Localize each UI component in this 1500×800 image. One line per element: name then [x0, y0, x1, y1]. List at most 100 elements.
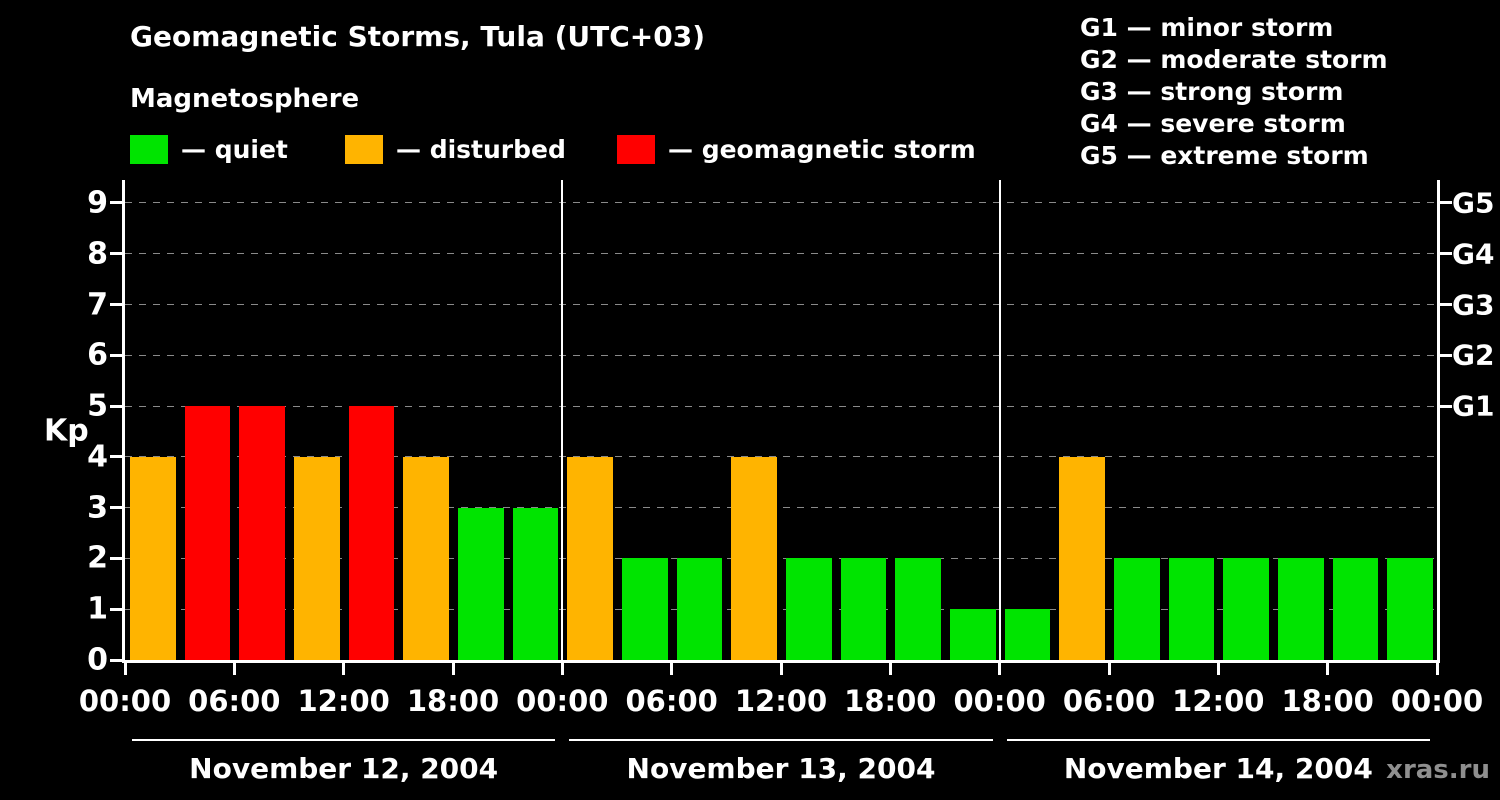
y-tick-label: 8 [87, 236, 108, 272]
kp-bar [239, 406, 285, 660]
gridline-kp2 [125, 557, 1437, 559]
gridline-kp7 [125, 304, 1437, 306]
y-tick-label: 6 [87, 337, 108, 373]
right-axis-line [1437, 180, 1440, 663]
right-axis-label-g5: G5 [1452, 186, 1495, 220]
right-axis-label-g4: G4 [1452, 237, 1495, 271]
y-axis-line [122, 180, 125, 663]
y-tick-label: 3 [87, 490, 108, 526]
gridline-kp3 [125, 507, 1437, 509]
x-tick [888, 663, 892, 675]
kp-bar [1114, 558, 1160, 660]
date-bracket-line [569, 739, 993, 741]
kp-bar [130, 456, 176, 660]
kp-bar [895, 558, 941, 660]
y-tick [110, 252, 122, 256]
x-tick [1216, 663, 1220, 675]
x-tick-label: 06:00 [1062, 684, 1156, 718]
kp-bar [731, 456, 777, 660]
x-tick-label: 18:00 [1281, 684, 1374, 718]
g-tick [1440, 201, 1452, 205]
x-tick [342, 663, 346, 675]
kp-bar [1059, 456, 1105, 660]
kp-bar [950, 609, 996, 660]
g-tick [1440, 252, 1452, 256]
x-tick-label: 06:00 [625, 684, 718, 718]
kp-bar [1223, 558, 1269, 660]
kp-bar [676, 558, 723, 660]
x-tick [670, 663, 674, 675]
gridline-kp6 [125, 354, 1437, 356]
g-tick [1440, 303, 1452, 307]
kp-bar [622, 558, 668, 660]
x-tick [1107, 663, 1111, 675]
x-tick [232, 663, 236, 675]
legend-item-quiet: — quiet [130, 132, 288, 166]
g-scale-item-4: G4 — severe storm [1080, 109, 1346, 138]
date-label: November 14, 2004 [1063, 752, 1373, 785]
y-tick-label: 2 [87, 540, 108, 576]
right-axis-label-g2: G2 [1452, 338, 1495, 372]
kp-bar [1387, 558, 1433, 660]
right-axis-label-g1: G1 [1452, 389, 1495, 423]
x-tick-label: 12:00 [734, 684, 828, 718]
legend-swatch-quiet [130, 134, 168, 164]
g-tick [1440, 353, 1452, 357]
kp-bar [403, 456, 449, 660]
x-tick-label: 00:00 [78, 684, 172, 718]
gridline-kp4 [125, 456, 1437, 458]
x-tick-label: 18:00 [844, 684, 937, 718]
kp-bar [348, 406, 395, 660]
y-tick-label: 7 [87, 287, 108, 323]
x-tick-label: 12:00 [297, 684, 390, 718]
y-tick-label: 9 [87, 185, 108, 221]
y-tick [110, 658, 122, 662]
y-tick [110, 506, 122, 510]
x-tick-label: 00:00 [953, 684, 1046, 718]
kp-bar [1168, 558, 1215, 660]
x-tick-label: 00:00 [1390, 684, 1484, 718]
y-tick [110, 303, 122, 307]
y-tick-label: 5 [87, 388, 108, 424]
g-scale-legend: G1 — minor storm G2 — moderate storm G3 — … [1080, 12, 1388, 172]
legend-item-storm: — geomagnetic storm [617, 132, 976, 166]
kp-bar [1004, 609, 1051, 660]
y-tick [110, 556, 122, 560]
g-scale-item-1: G1 — minor storm [1080, 13, 1334, 42]
x-tick [560, 663, 564, 675]
kp-bar [512, 507, 559, 660]
x-tick [451, 663, 455, 675]
watermark: xras.ru [1386, 755, 1490, 785]
legend-swatch-disturbed [345, 134, 383, 164]
day-separator-line [998, 180, 1001, 660]
y-tick [110, 455, 122, 459]
kp-bar [567, 456, 613, 660]
gridline-kp9 [125, 202, 1437, 204]
kp-bar [458, 507, 504, 660]
y-tick-label: 4 [87, 439, 108, 475]
x-tick-label: 00:00 [516, 684, 609, 718]
gridline-kp8 [125, 253, 1437, 255]
y-tick-label: 0 [87, 642, 108, 678]
g-tick [1440, 404, 1452, 408]
y-tick [110, 201, 122, 205]
day-separator-line [561, 180, 564, 660]
legend-label-disturbed: — disturbed [396, 134, 566, 164]
date-label: November 13, 2004 [626, 752, 936, 785]
chart-title: Geomagnetic Storms, Tula (UTC+03) [130, 20, 705, 53]
g-scale-item-3: G3 — strong storm [1080, 77, 1344, 106]
gridline-kp5 [125, 405, 1437, 407]
x-tick [779, 663, 783, 675]
kp-bar [840, 558, 887, 660]
y-tick [110, 353, 122, 357]
x-axis-line [122, 660, 1440, 663]
x-tick-label: 12:00 [1172, 684, 1265, 718]
legend-label-storm: — geomagnetic storm [668, 134, 976, 164]
x-tick [1326, 663, 1330, 675]
kp-bar [1278, 558, 1324, 660]
x-tick [123, 663, 127, 675]
y-tick [110, 404, 122, 408]
legend-swatch-storm [617, 134, 655, 164]
x-tick [1435, 663, 1439, 675]
